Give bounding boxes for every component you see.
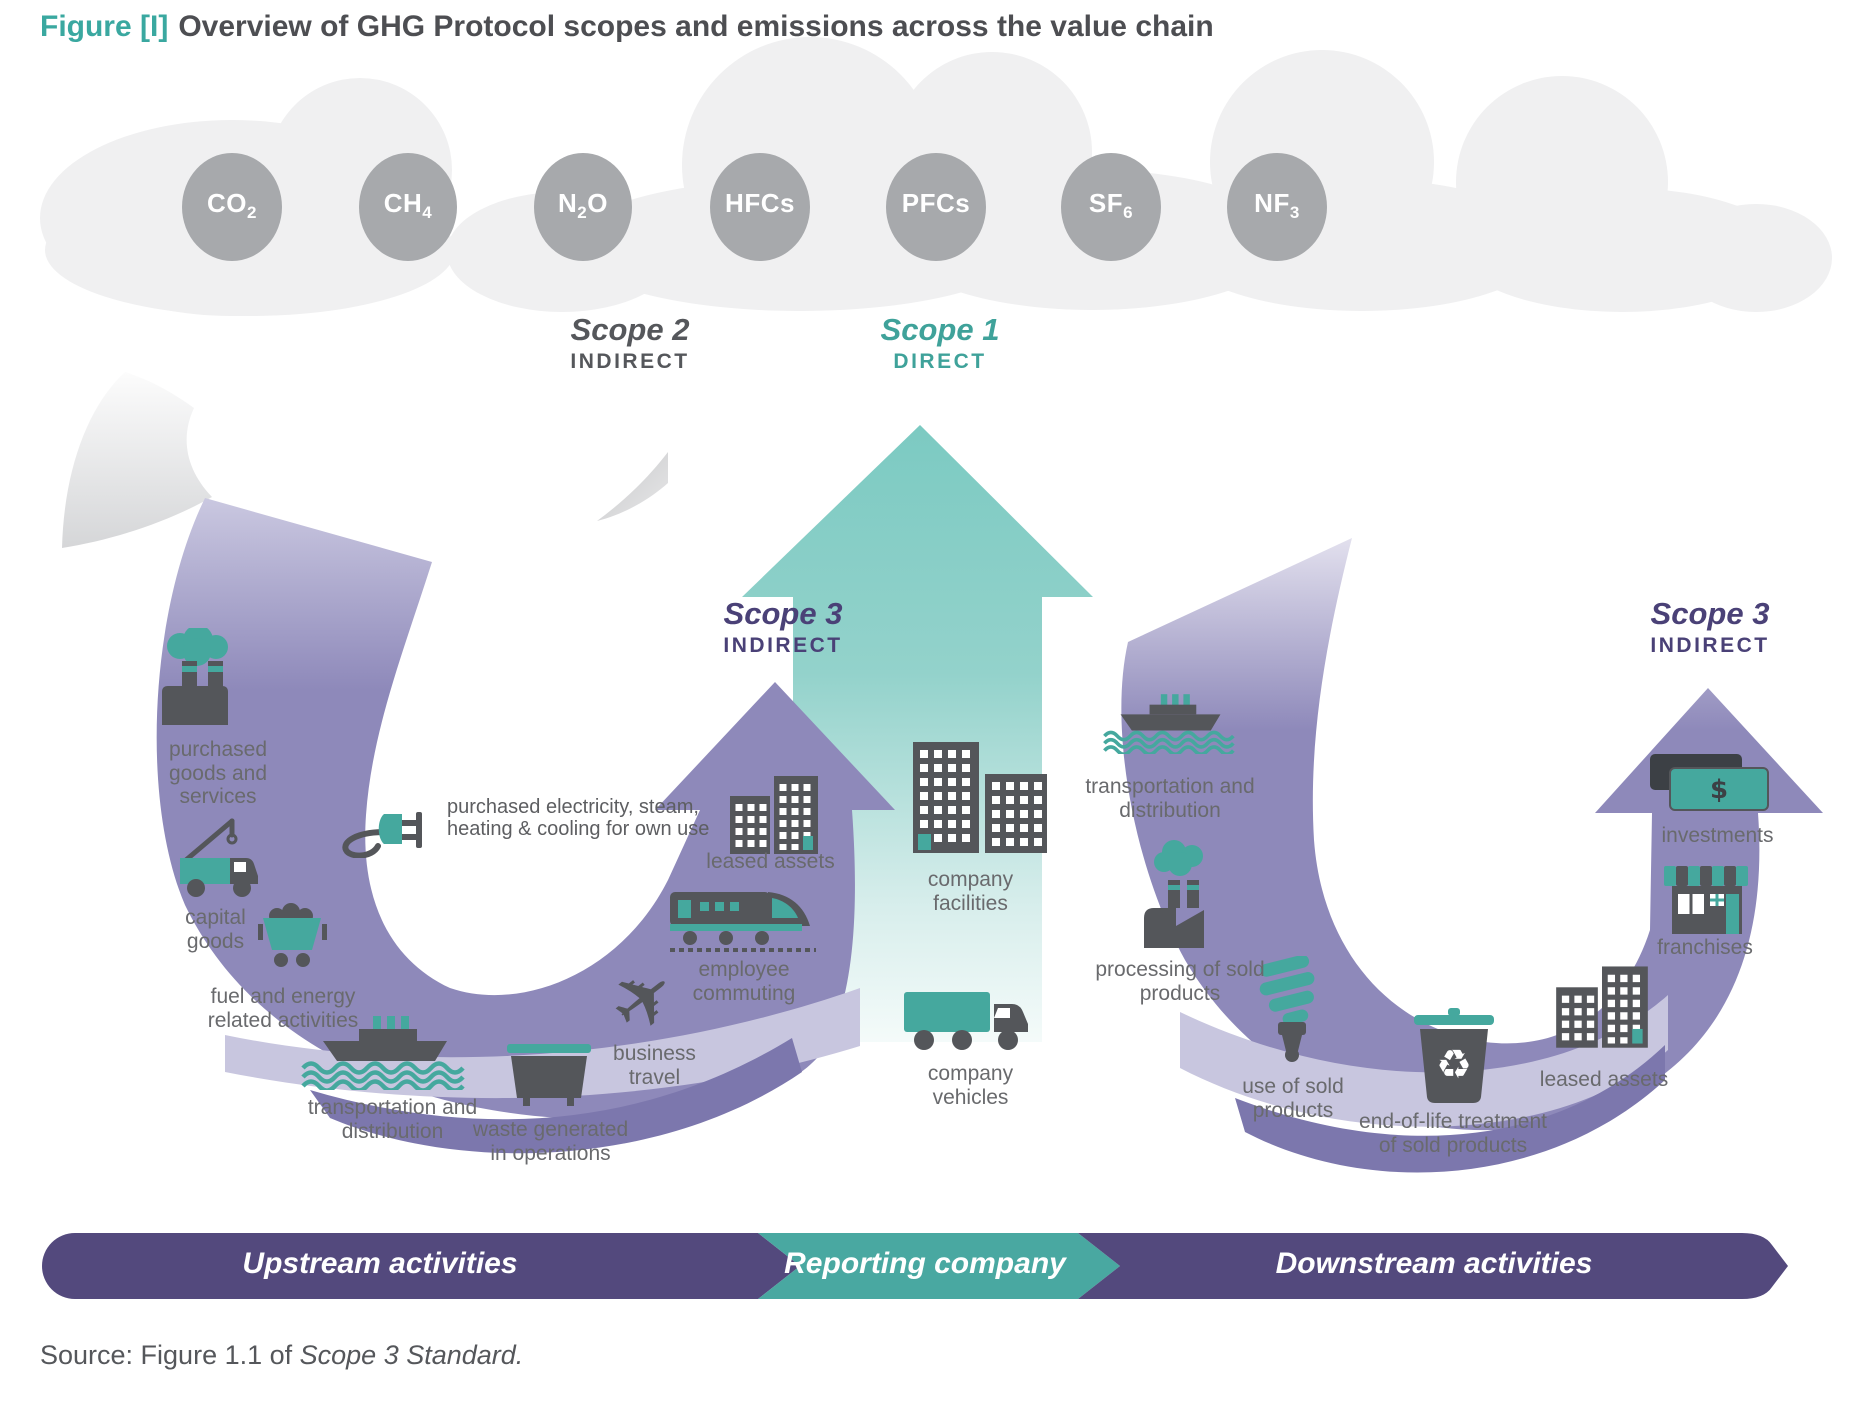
banner-upstream-segment [42,1233,800,1299]
scope2-type: INDIRECT [570,349,690,373]
label-capital-goods: capital goods [185,906,246,953]
gas-circles [182,153,1327,261]
scope3-downstream-label: Scope 3 INDIRECT [1590,596,1830,658]
label-company-facilities: company facilities [927,868,1014,915]
scope2-name: Scope 2 [570,312,690,347]
scope3-downstream-name: Scope 3 [1650,596,1770,631]
gas-circle-co2 [182,153,282,261]
gas-label-hfcs: HFCs [725,188,795,218]
banner-downstream-label: Downstream activities [1275,1247,1593,1280]
source-work: Scope 3 Standard. [299,1340,524,1370]
source-prefix: Source: Figure 1.1 of [40,1340,300,1370]
gas-circle-pfcs [886,153,986,261]
crane-truck-icon [180,818,258,897]
train-icon [670,892,816,952]
gas-label-ch4: CH4 [383,188,433,223]
scope2-swoosh [62,372,212,548]
label-use-of-sold: use of sold products [1242,1075,1344,1122]
figure-title: Figure [I] Overview of GHG Protocol scope… [40,10,1214,44]
label-electricity-note: purchased electricity, steam, heating & … [447,796,710,841]
label-transportation-upstream: transportation and distribution [307,1096,478,1143]
smoke-factory-icon [1144,840,1204,948]
scope3-downstream-type: INDIRECT [1650,633,1770,657]
label-transportation-downstream: transportation and distribution [1085,775,1255,822]
gas-circle-n2o [534,153,632,261]
banner-reporting-label: Reporting company [784,1247,1066,1280]
gas-label-sf6: SF6 [1088,188,1134,223]
figure-title-tag: Figure [I] [40,10,169,43]
label-leased-assets-upstream: leased assets [706,850,835,873]
source-note: Source: Figure 1.1 of Scope 3 Standard. [40,1340,523,1371]
label-fuel-energy: fuel and energy related activities [207,985,359,1032]
scope3-upstream-type: INDIRECT [723,633,843,657]
gas-circle-sf6 [1061,153,1161,261]
scope1-type: DIRECT [893,349,987,373]
mine-cart-icon [258,903,327,967]
figure-title-text: Overview of GHG Protocol scopes and emis… [178,10,1214,43]
scope3-upstream-name: Scope 3 [723,596,843,631]
downstream-bottom-swoosh [1235,1045,1665,1173]
downstream-inner-stripe [1180,995,1668,1127]
gas-label-nf3: NF3 [1254,188,1300,223]
smoke-factory-icon [162,628,228,725]
label-end-of-life: end-of-life treatment of sold products [1359,1110,1547,1157]
office-building-icon [1556,966,1648,1048]
banner-downstream-segment [1078,1233,1788,1299]
label-investments: investments [1661,824,1774,847]
svg-text:$: $ [1710,775,1728,805]
office-building-icon [730,776,818,854]
label-leased-assets-downstream: leased assets [1539,1068,1669,1091]
label-processing: processing of sold products [1095,958,1265,1005]
recycle-bin-icon: ♻ [1414,1008,1494,1103]
banknotes-icon: $ [1650,754,1769,811]
banner-upstream-label: Upstream activities [242,1247,518,1280]
banner-reporting-segment [758,1233,1120,1299]
delivery-truck-icon [904,992,1028,1050]
gas-label-co2: CO2 [207,188,257,223]
storefront-icon [1664,866,1748,934]
scope1-label: Scope 1 DIRECT [820,312,1060,374]
gas-label-pfcs: PFCs [901,188,971,218]
gas-label-n2o: N2O [558,188,608,223]
label-franchises: franchises [1657,936,1753,959]
scope1-name: Scope 1 [880,312,1000,347]
upstream-arrow [156,498,896,1120]
label-waste: waste generated in operations [472,1118,629,1165]
waste-container-icon [507,1044,591,1106]
gas-circle-hfcs [710,153,810,261]
label-employee-commuting: employee commuting [692,958,796,1005]
scope3-upstream-label: Scope 3 INDIRECT [663,596,903,658]
cargo-ship-icon [1103,694,1235,754]
cfl-bulb-icon [1259,956,1315,1062]
cargo-ship-icon [301,1016,465,1090]
label-company-vehicles: company vehicles [927,1062,1014,1109]
svg-text:♻: ♻ [1436,1042,1472,1088]
gas-circle-nf3 [1227,153,1327,261]
scope2-pointer [597,452,668,521]
city-buildings-icon [913,742,1047,853]
label-purchased-goods: purchased goods and services [168,738,268,809]
upstream-bottom-swoosh [310,1038,802,1154]
label-business-travel: business travel [613,1042,696,1089]
scope2-label: Scope 2 INDIRECT [510,312,750,374]
gas-circle-ch4 [359,153,457,261]
power-plug-icon [342,812,422,858]
